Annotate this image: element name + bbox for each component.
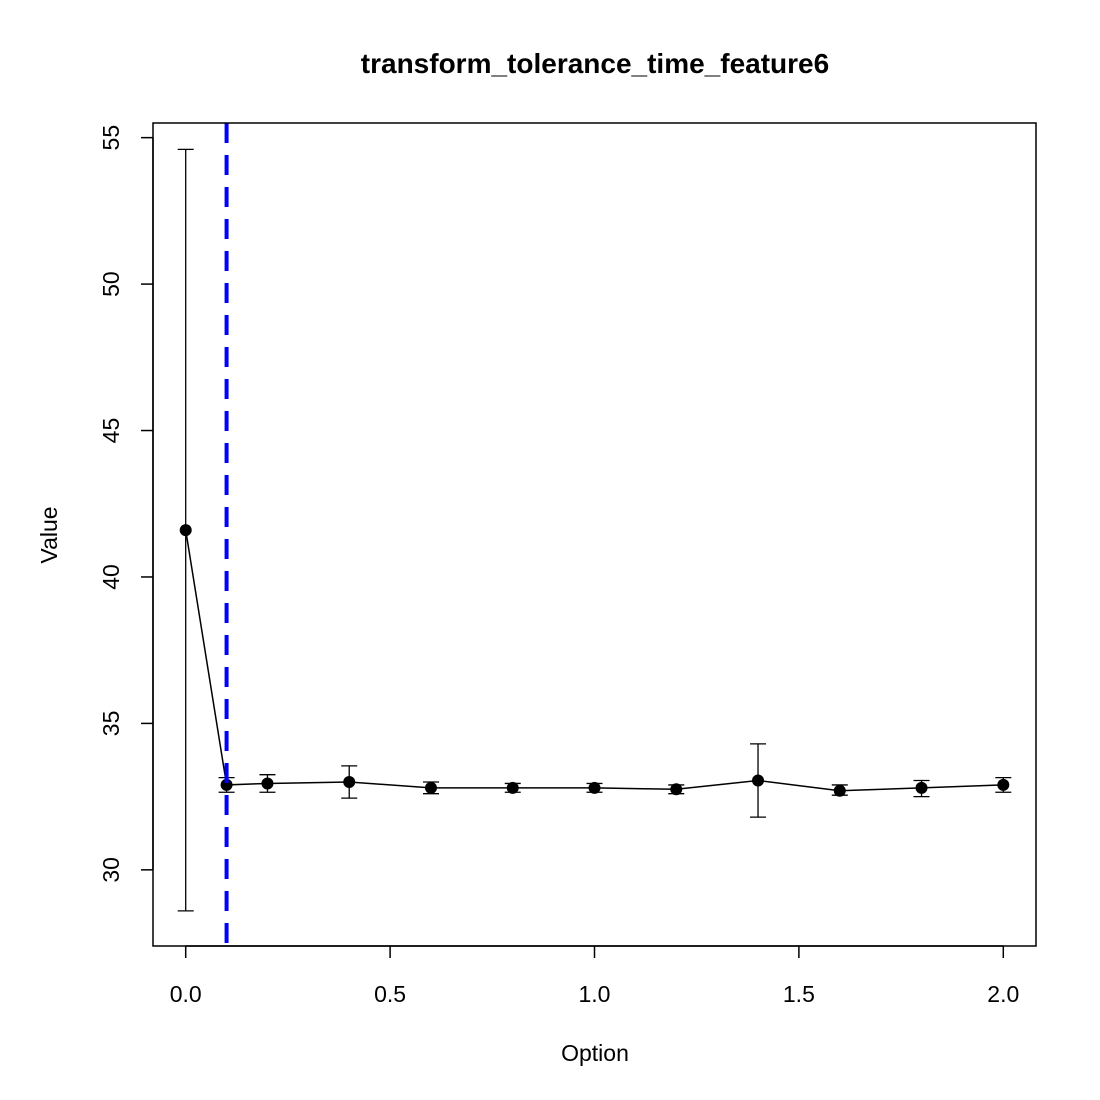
data-point bbox=[220, 778, 233, 791]
x-tick-label: 2.0 bbox=[987, 981, 1019, 1007]
chart-title: transform_tolerance_time_feature6 bbox=[361, 48, 829, 79]
data-point bbox=[261, 777, 274, 790]
y-tick-label: 35 bbox=[98, 711, 124, 737]
data-point bbox=[343, 775, 356, 788]
y-axis-label: Value bbox=[36, 506, 62, 563]
data-point bbox=[915, 781, 928, 794]
y-tick-label: 30 bbox=[98, 857, 124, 883]
data-point bbox=[752, 774, 765, 787]
x-tick-label: 1.5 bbox=[783, 981, 815, 1007]
y-tick-label: 40 bbox=[98, 564, 124, 590]
axes: 0.0 0.5 1.0 1.5 2.0 30 35 40 45 50 55 bbox=[98, 122, 1037, 1007]
y-tick-label: 55 bbox=[98, 125, 124, 151]
x-tick-label: 1.0 bbox=[579, 981, 611, 1007]
series-line bbox=[184, 529, 1004, 792]
data-point bbox=[506, 781, 519, 794]
data-point bbox=[588, 781, 601, 794]
data-point bbox=[997, 778, 1010, 791]
y-tick-label: 45 bbox=[98, 418, 124, 444]
data-point bbox=[424, 781, 437, 794]
plot-area bbox=[177, 123, 1012, 946]
x-axis-label: Option bbox=[561, 1040, 629, 1066]
data-point bbox=[670, 783, 683, 796]
data-point bbox=[833, 784, 846, 797]
data-point bbox=[179, 524, 192, 537]
x-tick-label: 0.5 bbox=[374, 981, 406, 1007]
y-tick-label: 50 bbox=[98, 271, 124, 297]
x-tick-label: 0.0 bbox=[170, 981, 202, 1007]
